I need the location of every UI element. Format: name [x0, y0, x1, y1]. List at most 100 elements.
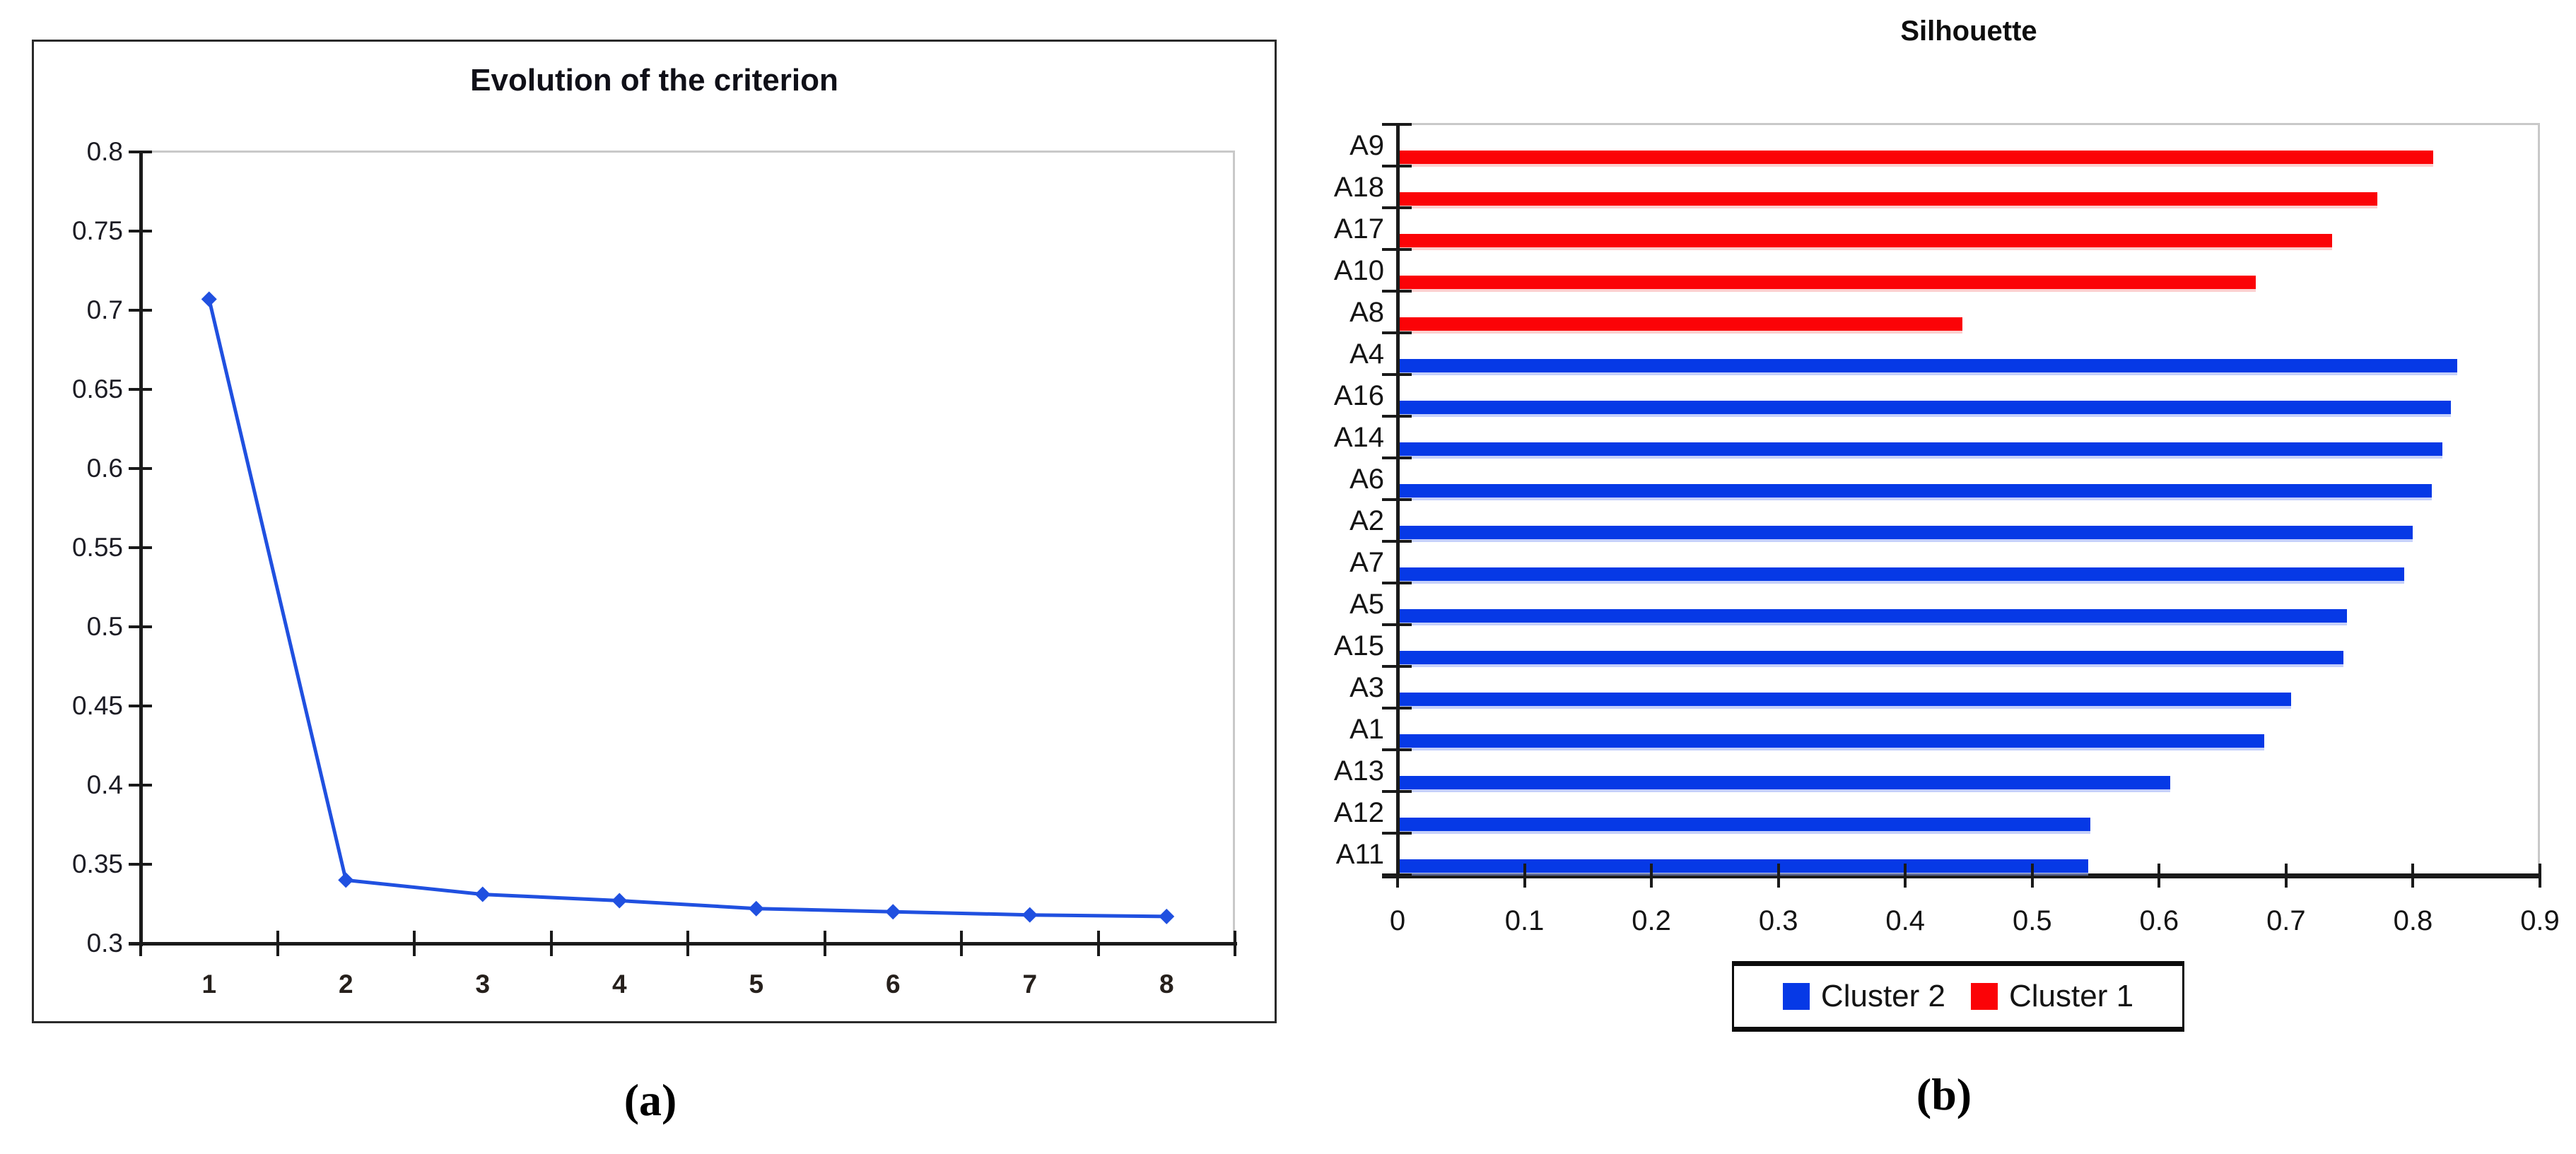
y-tick: [1382, 290, 1412, 293]
category-label-A4: A4: [1350, 338, 1384, 370]
y-tick-label: 0.6: [86, 454, 123, 483]
category-label-A17: A17: [1333, 213, 1384, 245]
x-tick: [2158, 864, 2161, 888]
y-tick: [129, 230, 152, 232]
data-point-marker: [611, 893, 628, 909]
x-tick-label: 0: [1389, 905, 1406, 936]
bar-A1: [1400, 734, 2264, 748]
y-axis-line: [1396, 124, 1400, 878]
y-tick: [1382, 748, 1412, 751]
bar-A14: [1400, 442, 2442, 456]
x-tick: [549, 931, 553, 956]
category-label-A8: A8: [1350, 297, 1384, 328]
y-tick: [129, 388, 152, 391]
y-tick-label: 0.3: [86, 929, 123, 958]
category-label-A2: A2: [1350, 505, 1384, 536]
plot-right-border: [1233, 152, 1235, 943]
category-label-A18: A18: [1333, 172, 1384, 203]
y-tick: [1382, 498, 1412, 501]
y-tick: [1382, 248, 1412, 251]
plot-top-border: [1398, 123, 2540, 125]
y-tick-label: 0.55: [71, 533, 123, 562]
category-label-A11: A11: [1335, 839, 1384, 870]
criterion-line: [207, 298, 1167, 919]
bar-A18: [1400, 192, 2377, 206]
x-tick: [686, 931, 689, 956]
x-tick: [2030, 864, 2034, 888]
legend-label: Cluster 1: [2009, 979, 2134, 1013]
caption-b: (b): [1916, 1069, 1972, 1119]
bar-A9: [1400, 151, 2433, 164]
y-tick: [1382, 582, 1412, 584]
y-axis-line: [139, 152, 143, 946]
x-category-label: 4: [611, 970, 627, 999]
cluster2-swatch-icon: [1782, 983, 1810, 1010]
data-point-marker: [201, 291, 217, 307]
y-tick-label: 0.35: [71, 849, 123, 878]
bar-A5: [1400, 609, 2347, 623]
category-label-A12: A12: [1333, 797, 1384, 828]
bar-A8: [1400, 317, 1962, 331]
x-tick: [1776, 864, 1780, 888]
legend-item-cluster2: Cluster 2: [1782, 979, 1945, 1014]
x-tick: [1396, 864, 1399, 888]
bar-A7: [1400, 567, 2404, 581]
bar-A15: [1400, 651, 2343, 664]
y-tick-label: 0.8: [86, 137, 123, 166]
x-tick-label: 0.5: [2012, 905, 2052, 936]
y-tick: [1382, 457, 1412, 459]
y-tick: [1382, 165, 1412, 167]
category-label-A1: A1: [1350, 714, 1384, 745]
x-tick: [1904, 864, 1907, 888]
x-tick: [960, 931, 963, 956]
y-tick: [129, 309, 152, 312]
x-category-label: 8: [1159, 970, 1174, 999]
x-tick: [2539, 864, 2541, 888]
category-label-A10: A10: [1333, 255, 1384, 286]
y-tick-label: 0.5: [86, 612, 123, 641]
y-tick: [1382, 206, 1412, 209]
y-tick: [1382, 832, 1412, 835]
bar-A16: [1400, 401, 2451, 414]
x-tick-label: 0.9: [2520, 905, 2560, 936]
data-point-marker: [748, 900, 764, 917]
y-tick: [129, 546, 152, 549]
x-category-label: 7: [1022, 970, 1038, 999]
plot-top-border: [141, 151, 1235, 153]
category-label-A9: A9: [1350, 130, 1384, 161]
category-label-A16: A16: [1333, 380, 1384, 411]
y-tick: [129, 151, 152, 153]
x-category-label: 1: [201, 970, 217, 999]
y-tick: [1382, 373, 1412, 376]
cluster1-swatch-icon: [1971, 983, 1998, 1010]
category-label-A3: A3: [1350, 672, 1384, 703]
y-tick: [1382, 790, 1412, 793]
y-tick: [1382, 707, 1412, 710]
x-category-label: 2: [338, 970, 353, 999]
category-label-A14: A14: [1333, 422, 1384, 453]
y-tick: [129, 863, 152, 866]
y-tick: [129, 467, 152, 470]
y-tick: [129, 625, 152, 628]
x-axis-line: [129, 942, 1237, 946]
x-tick-label: 0.8: [2393, 905, 2433, 936]
x-tick-label: 0.1: [1504, 905, 1545, 936]
x-tick-label: 0.2: [1632, 905, 1671, 936]
x-category-label: 6: [885, 970, 901, 999]
bar-A10: [1400, 276, 2256, 289]
y-tick-label: 0.65: [71, 375, 123, 404]
y-tick-label: 0.45: [71, 691, 123, 720]
x-tick: [139, 931, 142, 956]
y-tick: [1382, 623, 1412, 626]
x-tick: [1650, 864, 1653, 888]
plot-right-border: [2538, 124, 2540, 875]
x-tick-label: 0.7: [2266, 905, 2306, 936]
x-tick: [276, 931, 279, 956]
category-label-A5: A5: [1350, 589, 1384, 620]
criterion-line-plot: [201, 291, 1175, 924]
y-tick: [129, 784, 152, 787]
bar-A11: [1400, 859, 2088, 873]
silhouette-chart-title: Silhouette: [1900, 16, 2037, 47]
bar-A17: [1400, 234, 2332, 247]
